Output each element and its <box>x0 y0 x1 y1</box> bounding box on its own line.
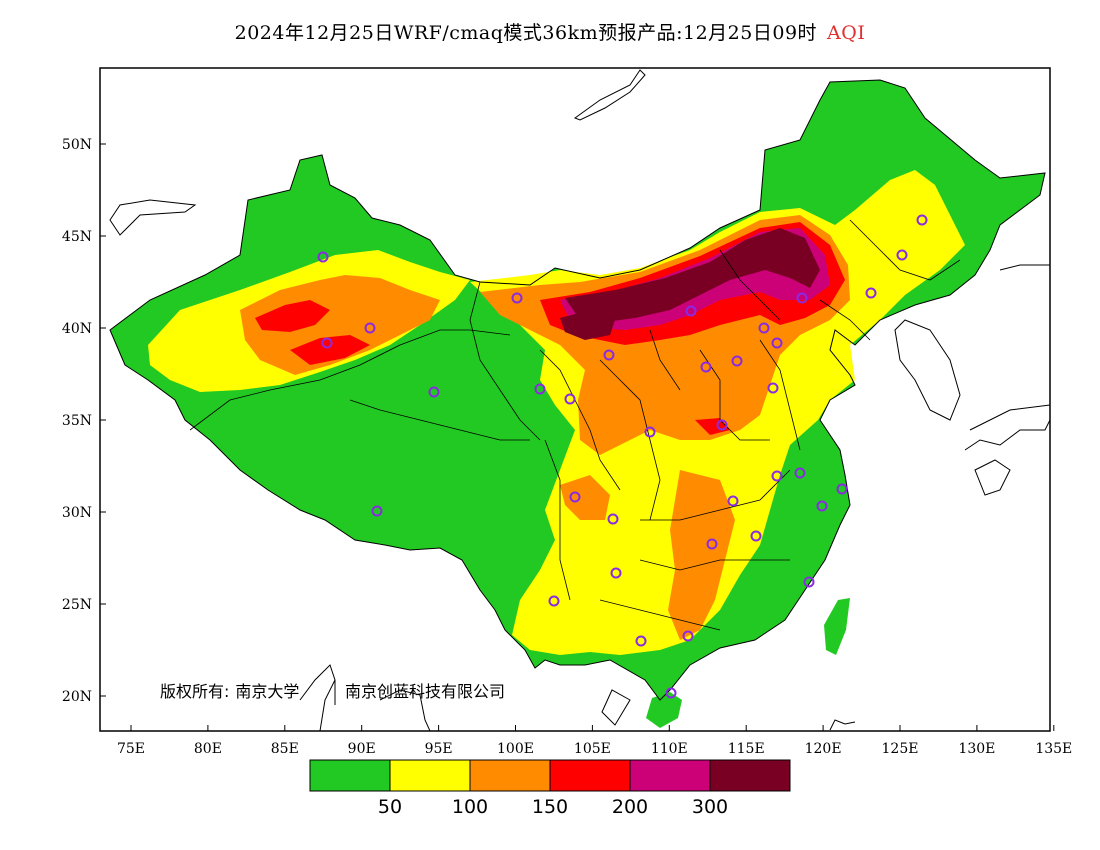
legend-swatch <box>389 759 471 792</box>
map-plot <box>109 69 1050 731</box>
aqi-red-henan <box>695 418 730 435</box>
legend-swatch <box>629 759 711 792</box>
axis-ticks <box>100 143 1055 731</box>
color-legend: 50 100 150 200 300 <box>309 759 791 818</box>
latitude-tick-label: 30N <box>62 505 92 521</box>
longitude-tick-label: 90E <box>348 741 376 757</box>
station-marker <box>865 287 877 299</box>
station-marker <box>706 538 718 550</box>
station-marker <box>794 467 806 479</box>
plot-frame <box>99 67 1051 732</box>
longitude-tick-label: 75E <box>117 741 145 757</box>
station-marker <box>816 500 828 512</box>
station-marker <box>644 426 656 438</box>
longitude-tick-label: 135E <box>1035 741 1072 757</box>
aqi-maroon-nmg <box>560 310 615 340</box>
copyright-org: 南京创蓝科技有限公司 <box>345 682 505 701</box>
longitude-tick-label: 105E <box>574 741 611 757</box>
longitude-tick-label: 100E <box>497 741 534 757</box>
station-marker <box>916 214 928 226</box>
station-marker <box>364 322 376 334</box>
station-marker <box>685 305 697 317</box>
aqi-maroon-north <box>565 228 820 322</box>
legend-label: 200 <box>612 796 648 818</box>
map-title: 2024年12月25日WRF/cmaq模式36km预报产品:12月25日09时 A… <box>0 18 1100 45</box>
station-marker <box>836 483 848 495</box>
legend-swatch <box>309 759 391 792</box>
station-marker <box>700 361 712 373</box>
legend-swatch <box>549 759 631 792</box>
longitude-tick-label: 110E <box>651 741 688 757</box>
hainan-island <box>646 692 682 728</box>
station-marker <box>564 393 576 405</box>
station-marker <box>603 349 615 361</box>
legend-label: 50 <box>378 796 402 818</box>
longitude-tick-label: 115E <box>728 741 765 757</box>
station-marker <box>750 530 762 542</box>
station-marker <box>665 687 677 699</box>
longitude-tick-label: 95E <box>425 741 453 757</box>
station-marker <box>548 595 560 607</box>
station-markers <box>317 214 928 699</box>
station-marker <box>317 251 329 263</box>
aqi-red-xinjiang <box>255 300 330 332</box>
legend-label: 100 <box>452 796 488 818</box>
aqi-orange-sichuan <box>560 475 610 520</box>
station-marker <box>607 513 619 525</box>
station-marker <box>758 322 770 334</box>
latitude-tick-label: 20N <box>62 689 92 705</box>
taiwan-island <box>824 598 850 655</box>
longitude-tick-label: 125E <box>882 741 919 757</box>
station-marker <box>635 635 647 647</box>
title-variable: AQI <box>827 22 866 44</box>
latitude-tick-label: 45N <box>62 229 92 245</box>
latitude-tick-label: 25N <box>62 597 92 613</box>
station-marker <box>534 383 546 395</box>
title-text: 2024年12月25日WRF/cmaq模式36km预报产品:12月25日09时 <box>234 22 818 44</box>
station-marker <box>321 337 333 349</box>
copyright-label: 版权所有: 南京大学 <box>160 682 299 701</box>
station-marker <box>796 292 808 304</box>
station-marker <box>569 491 581 503</box>
station-marker <box>727 495 739 507</box>
longitude-axis: 75E 80E 85E 90E 95E 100E 105E 110E 115E 120E 125E 1… <box>117 741 1072 757</box>
station-marker <box>371 505 383 517</box>
station-marker <box>610 567 622 579</box>
longitude-tick-label: 130E <box>958 741 995 757</box>
station-marker <box>896 249 908 261</box>
coastlines <box>109 69 1050 731</box>
latitude-tick-label: 40N <box>62 321 92 337</box>
longitude-tick-label: 120E <box>805 741 842 757</box>
station-marker <box>803 576 815 588</box>
aqi-red-xinjiang-2 <box>290 335 370 365</box>
aqi-orange-south <box>668 470 735 640</box>
station-marker <box>767 382 779 394</box>
latitude-axis: 50N 45N 40N 35N 30N 25N 20N <box>62 137 92 705</box>
station-marker <box>682 630 694 642</box>
legend-label: 300 <box>692 796 728 818</box>
station-marker <box>771 470 783 482</box>
station-marker <box>716 419 728 431</box>
latitude-tick-label: 35N <box>62 413 92 429</box>
legend-swatch <box>469 759 551 792</box>
latitude-tick-label: 50N <box>62 137 92 153</box>
station-marker <box>731 355 743 367</box>
longitude-tick-label: 85E <box>271 741 299 757</box>
legend-label: 150 <box>532 796 568 818</box>
longitude-tick-label: 80E <box>194 741 222 757</box>
station-marker <box>511 292 523 304</box>
station-marker <box>771 337 783 349</box>
station-marker <box>428 386 440 398</box>
legend-swatch <box>709 759 791 792</box>
